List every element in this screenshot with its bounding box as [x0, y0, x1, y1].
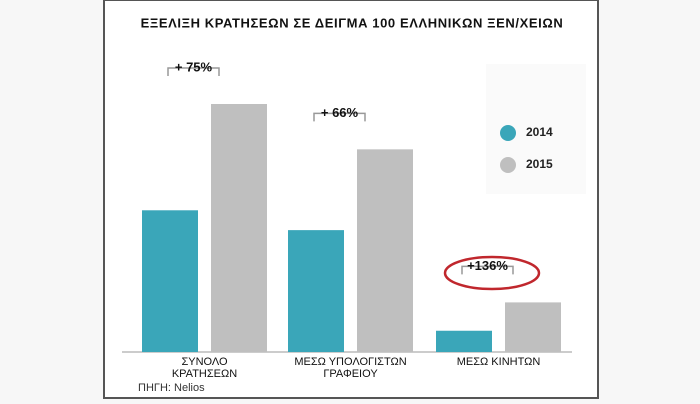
bar	[436, 330, 492, 352]
annotation: + 66%	[321, 105, 359, 120]
bar	[505, 302, 561, 352]
bar	[142, 210, 198, 352]
bar	[211, 104, 267, 352]
bracket	[461, 265, 514, 275]
bar	[357, 149, 413, 352]
x-tick-label: ΜΕΣΩ ΚΙΝΗΤΩΝ	[456, 356, 541, 368]
bracket	[167, 67, 220, 76]
x-tick-label: ΜΕΣΩ ΥΠΟΛΟΓΙΣΤΩΝ ΓΡΑΦΕΙΟΥ	[294, 356, 407, 380]
legend-label: 2014	[526, 125, 553, 139]
annotation: +136%	[467, 258, 508, 273]
annotation: + 75%	[175, 59, 213, 74]
bar	[288, 230, 344, 352]
source: ΠΗΓΗ: Nelios	[138, 382, 205, 394]
legend-marker	[500, 125, 516, 141]
bracket	[313, 112, 366, 122]
chart-title: ΕΞΕΛΙΞΗ ΚΡΑΤΗΣΕΩΝ ΣΕ ΔΕΙΓΜΑ 100 ΕΛΛΗΝΙΚΩ…	[141, 15, 564, 30]
legend-marker	[500, 157, 516, 173]
legend-label: 2015	[526, 157, 553, 171]
highlight-ellipse	[443, 255, 541, 291]
x-tick-label: ΣΥΝΟΛΟ ΚΡΑΤΗΣΕΩΝ	[171, 356, 238, 380]
